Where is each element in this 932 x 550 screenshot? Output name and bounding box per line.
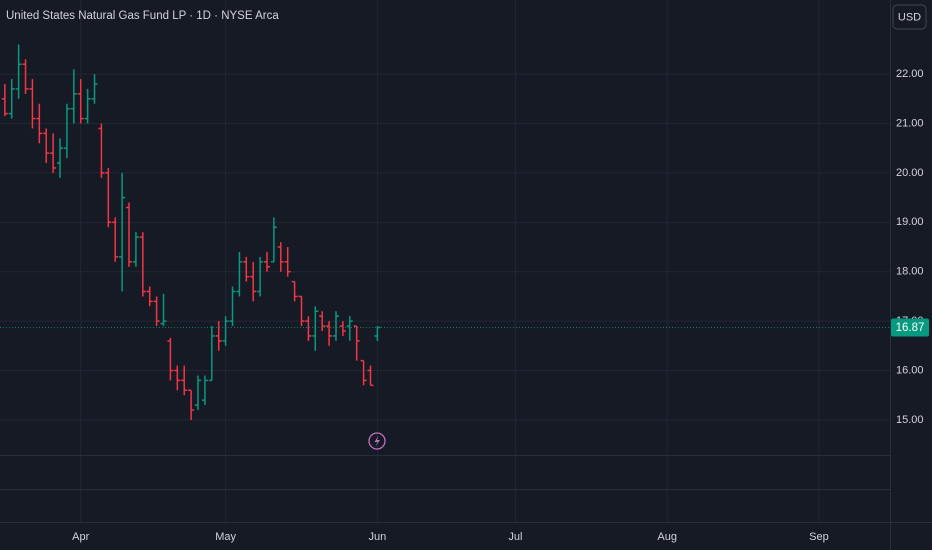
event-icon-bolt: [374, 435, 380, 447]
grid: [0, 0, 890, 522]
x-tick-label: Sep: [809, 531, 829, 543]
chart-title: United States Natural Gas Fund LP · 1D ·…: [6, 10, 279, 22]
y-tick-label: 22.00: [896, 68, 924, 80]
bars: [0, 44, 890, 420]
y-tick-label: 21.00: [896, 117, 924, 129]
last-price-label: 16.87: [896, 322, 925, 334]
x-tick-label: May: [215, 531, 236, 543]
y-tick-label: 19.00: [896, 216, 924, 228]
last-price-box: [891, 318, 929, 337]
x-tick-label: Aug: [657, 531, 677, 543]
axes: 15.0016.0017.0018.0019.0020.0021.0022.00…: [72, 68, 929, 543]
x-tick-label: Apr: [72, 531, 89, 543]
y-tick-label: 16.00: [896, 364, 924, 376]
y-tick-label: 15.00: [896, 414, 924, 426]
y-tick-label: 20.00: [896, 167, 924, 179]
currency-label[interactable]: USD: [898, 11, 921, 23]
event-icon[interactable]: [368, 432, 386, 450]
currency-button[interactable]: [892, 4, 927, 30]
x-tick-label: Jul: [508, 531, 522, 543]
y-tick-label: 18.00: [896, 266, 924, 278]
x-tick-label: Jun: [369, 531, 387, 543]
